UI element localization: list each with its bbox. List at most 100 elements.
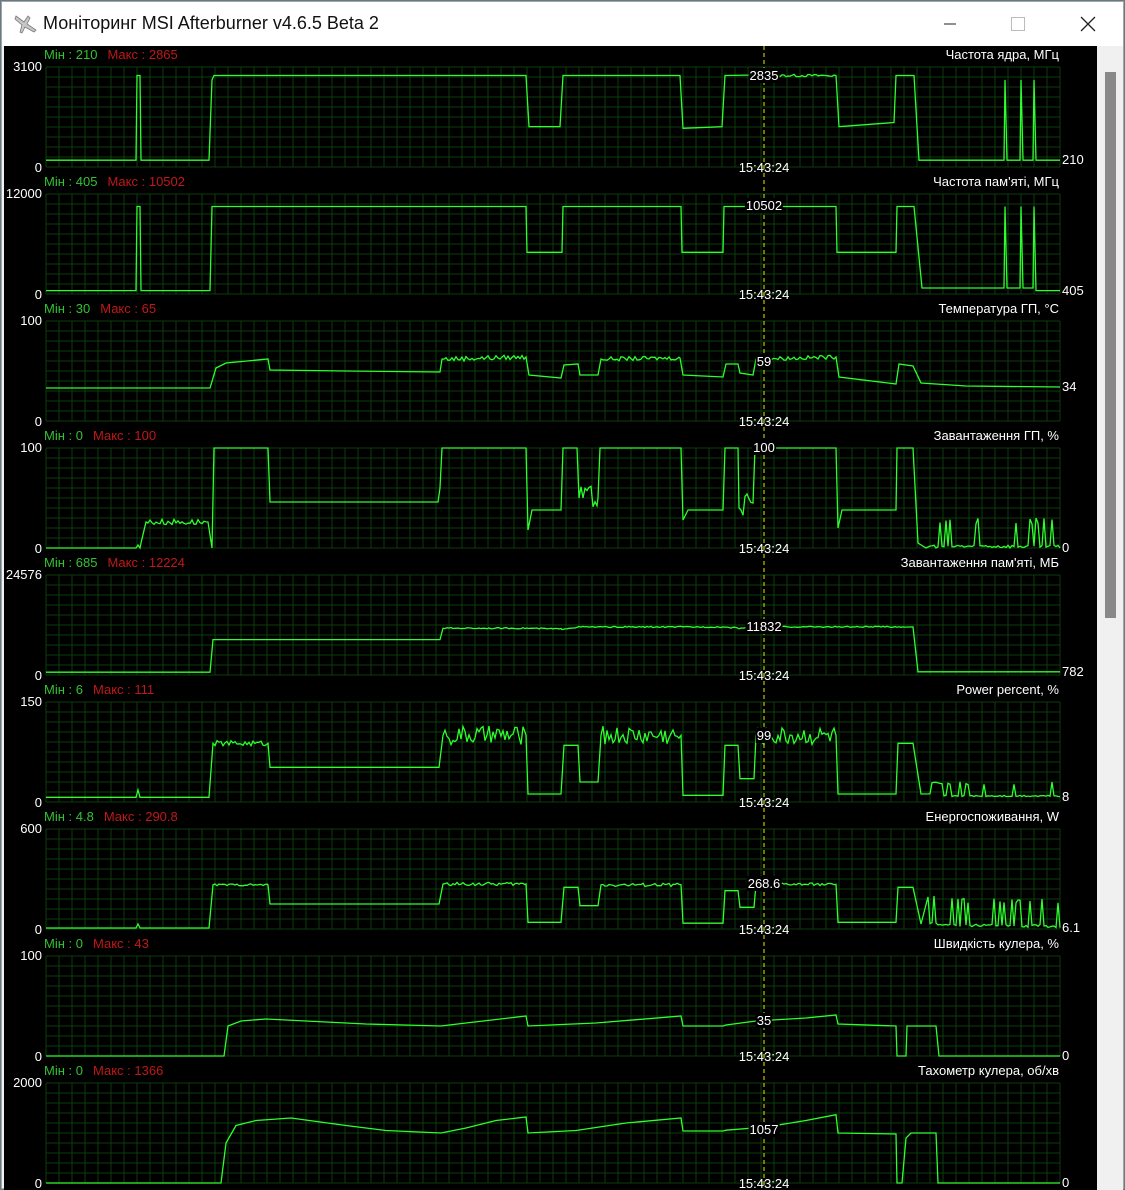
min-label: Мін : 210 (44, 47, 98, 62)
current-value: 8 (1062, 788, 1070, 804)
grid-lines (45, 66, 1061, 168)
grid-lines (45, 447, 1061, 549)
max-label: Макс : 10502 (107, 174, 185, 189)
graph-panel[interactable]: Мін : 405 Макс : 10502 Частота пам'яті, М… (4, 173, 1097, 302)
graph-panel[interactable]: Мін : 685 Макс : 12224 Завантаження пам'я… (4, 554, 1097, 683)
y-axis-min-label: 0 (34, 668, 42, 683)
title-bar[interactable]: Моніторинг MSI Afterburner v4.6.5 Beta 2 (2, 2, 1123, 46)
y-axis-max-label: 2000 (13, 1075, 42, 1090)
graph-plot (45, 808, 1061, 931)
graph-panel[interactable]: Мін : 0 Макс : 1366 Тахометр кулера, об/х… (4, 1062, 1097, 1190)
series-line (46, 447, 1061, 550)
minimize-button[interactable] (916, 2, 984, 46)
cursor-value: 11832 (745, 618, 783, 634)
monitoring-graphs-area[interactable]: Мін : 210 Макс : 2865 Частота ядра, МГц 3… (4, 46, 1097, 1190)
y-axis-min-label: 0 (34, 287, 42, 302)
min-label: Мін : 0 (44, 1063, 83, 1078)
max-label: Макс : 1366 (92, 1063, 164, 1078)
graph-panel[interactable]: Мін : 30 Макс : 65 Температура ГП, °C 100… (4, 300, 1097, 429)
cursor-value: 10502 (744, 198, 784, 214)
graph-title: Завантаження пам'яті, МБ (900, 555, 1059, 570)
series-line (46, 1014, 1060, 1057)
graph-panel[interactable]: Мін : 0 Макс : 100 Завантаження ГП, % 100… (4, 427, 1097, 556)
y-axis-min-label: 0 (34, 160, 42, 175)
min-label: Мін : 405 (44, 174, 98, 189)
min-max-readout: Мін : 6 Макс : 111 (44, 682, 154, 697)
maximize-icon (1011, 17, 1025, 31)
min-label: Мін : 685 (44, 555, 98, 570)
y-axis-max-label: 600 (20, 821, 42, 836)
y-axis-min-label: 0 (34, 795, 42, 810)
min-label: Мін : 4.8 (44, 809, 94, 824)
graph-plot (45, 935, 1061, 1058)
current-value: 6.1 (1062, 919, 1081, 935)
graph-title: Температура ГП, °C (938, 301, 1059, 316)
series-line (46, 625, 1060, 673)
grid-lines (45, 955, 1061, 1057)
current-value: 405 (1062, 282, 1084, 298)
graph-plot (45, 1062, 1061, 1185)
cursor-time: 15:43:24 (738, 541, 790, 556)
y-axis-min-label: 0 (34, 1049, 42, 1064)
graph-panel[interactable]: Мін : 0 Макс : 43 Швидкість кулера, % 100… (4, 935, 1097, 1064)
cursor-time: 15:43:24 (738, 160, 790, 175)
y-axis-max-label: 150 (20, 694, 42, 709)
grid-lines (45, 1082, 1061, 1184)
cursor-value: 268.6 (746, 876, 782, 892)
grid-lines (45, 193, 1061, 295)
graph-plot (45, 554, 1061, 677)
series-line (46, 724, 1061, 798)
series-line (46, 354, 1061, 389)
max-label: Макс : 290.8 (103, 809, 178, 824)
max-label: Макс : 111 (92, 682, 155, 697)
scrollbar-thumb[interactable] (1105, 72, 1116, 618)
grid-lines (45, 828, 1061, 930)
cursor-value: 99 (755, 728, 773, 743)
maximize-button[interactable] (984, 2, 1052, 46)
graph-plot (45, 681, 1061, 804)
graph-title: Power percent, % (956, 682, 1059, 697)
cursor-time: 15:43:24 (738, 795, 790, 810)
grid-lines (45, 320, 1061, 422)
graph-panel[interactable]: Мін : 210 Макс : 2865 Частота ядра, МГц 3… (4, 46, 1097, 175)
y-axis-max-label: 100 (20, 948, 42, 963)
afterburner-app-icon (14, 15, 37, 34)
graph-title: Тахометр кулера, об/хв (918, 1063, 1059, 1078)
cursor-value: 2835 (748, 67, 780, 83)
cursor-time: 15:43:24 (738, 1049, 790, 1064)
y-axis-max-label: 100 (20, 313, 42, 328)
max-label: Макс : 65 (100, 301, 157, 316)
current-value: 0 (1062, 1175, 1070, 1190)
graph-panel[interactable]: Мін : 6 Макс : 111 Power percent, % 150 0… (4, 681, 1097, 810)
graph-plot (45, 427, 1061, 550)
min-max-readout: Мін : 405 Макс : 10502 (44, 174, 185, 189)
min-max-readout: Мін : 210 Макс : 2865 (44, 47, 178, 62)
graph-title: Частота ядра, МГц (945, 47, 1059, 62)
graph-title: Енергоспоживання, W (925, 809, 1059, 824)
close-button[interactable] (1054, 2, 1122, 46)
graph-title: Частота пам'яті, МГц (933, 174, 1059, 189)
graph-panel[interactable]: Мін : 4.8 Макс : 290.8 Енергоспоживання, … (4, 808, 1097, 937)
y-axis-min-label: 0 (34, 922, 42, 937)
minimize-icon (944, 23, 956, 25)
max-label: Макс : 100 (92, 428, 157, 443)
min-label: Мін : 0 (44, 936, 83, 951)
min-max-readout: Мін : 30 Макс : 65 (44, 301, 156, 316)
close-icon (1080, 16, 1096, 32)
current-value: 782 (1062, 663, 1084, 679)
cursor-time: 15:43:24 (738, 668, 790, 683)
min-max-readout: Мін : 0 Макс : 1366 (44, 1063, 163, 1078)
min-max-readout: Мін : 685 Макс : 12224 (44, 555, 185, 570)
vertical-scrollbar[interactable] (1097, 46, 1123, 1190)
y-axis-max-label: 24576 (5, 567, 42, 582)
cursor-value: 59 (755, 354, 773, 369)
series-line (46, 1113, 1060, 1184)
cursor-value: 100 (752, 440, 776, 455)
series-line (46, 881, 1061, 929)
graph-title: Завантаження ГП, % (933, 428, 1059, 443)
cursor-time: 15:43:24 (738, 287, 790, 302)
current-value: 0 (1062, 540, 1070, 555)
y-axis-min-label: 0 (34, 1176, 42, 1190)
y-axis-max-label: 12000 (5, 186, 42, 201)
min-label: Мін : 6 (44, 682, 83, 697)
